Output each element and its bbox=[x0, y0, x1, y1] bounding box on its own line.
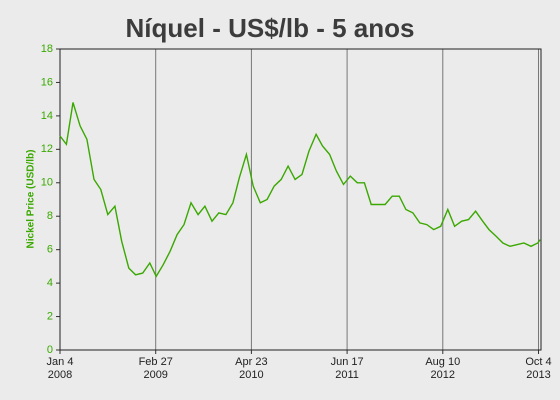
y-tick-label: 18 bbox=[41, 43, 53, 55]
x-tick-label: Apr 23 bbox=[235, 356, 267, 368]
x-tick-sublabel: 2012 bbox=[431, 369, 455, 381]
y-tick-label: 2 bbox=[47, 310, 53, 322]
line-series bbox=[59, 102, 541, 278]
x-tick-sublabel: 2009 bbox=[143, 369, 167, 381]
x-tick-label: Jan 4 bbox=[47, 356, 74, 368]
y-tick-label: 0 bbox=[47, 344, 53, 356]
y-axis-label: Nickel Price (USD/lb) bbox=[26, 150, 37, 249]
y-tick-label: 8 bbox=[47, 210, 53, 222]
y-tick-label: 12 bbox=[41, 143, 53, 155]
chart-title: Níquel - US$/lb - 5 anos bbox=[126, 13, 415, 43]
x-tick-label: Oct 4 bbox=[525, 356, 551, 368]
y-tick-label: 6 bbox=[47, 244, 53, 256]
x-tick-sublabel: 2013 bbox=[526, 369, 550, 381]
y-tick-label: 10 bbox=[41, 177, 53, 189]
x-tick-sublabel: 2010 bbox=[239, 369, 263, 381]
x-tick-label: Aug 10 bbox=[425, 356, 460, 368]
y-tick-label: 16 bbox=[41, 76, 53, 88]
plot-border bbox=[59, 48, 542, 351]
x-tick-sublabel: 2011 bbox=[335, 369, 359, 381]
y-tick-label: 14 bbox=[41, 110, 53, 122]
x-tick-sublabel: 2008 bbox=[48, 369, 72, 381]
x-tick-label: Jun 17 bbox=[331, 356, 364, 368]
x-tick-label: Feb 27 bbox=[139, 356, 173, 368]
y-tick-label: 4 bbox=[47, 277, 53, 289]
